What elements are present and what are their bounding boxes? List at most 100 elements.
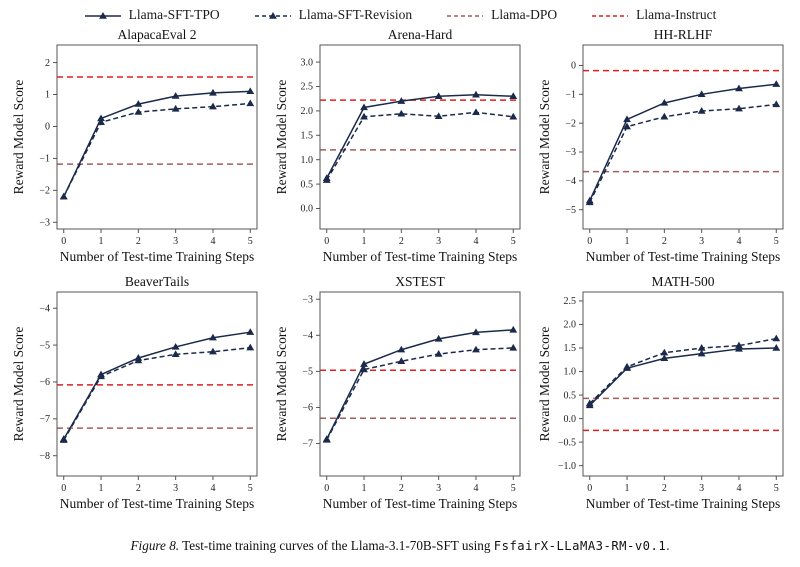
x-tick-label: 2	[136, 483, 141, 494]
series-marker-llama-sft-revision	[134, 108, 143, 115]
subplot-title: AlapacaEval 2	[117, 28, 196, 42]
series-line-llama-sft-revision	[63, 346, 251, 441]
series-marker-llama-sft-tpo	[397, 345, 406, 353]
series-line-llama-sft-tpo	[63, 90, 251, 198]
y-tick-label: 1.5	[564, 343, 577, 354]
y-tick-label: −3	[39, 217, 50, 228]
series-marker-llama-sft-revision	[735, 104, 743, 112]
subplot-title: HH-RLHF	[654, 28, 713, 42]
subplot-title: Arena-Hard	[388, 28, 453, 42]
subplot-arena-hard: 0 1 2 3 4 5 0.0 0.5 1.0 1.5 2.0 2.5 3.0 Arena-Hard Num…	[274, 28, 521, 264]
series-marker-llama-sft-revision	[246, 343, 255, 351]
y-tick-label: −3	[302, 294, 313, 305]
series-marker-llama-sft-revision	[434, 350, 443, 357]
series-marker-llama-sft-revision	[623, 122, 631, 130]
x-tick-label: 2	[136, 236, 141, 247]
x-tick-label: 3	[699, 483, 704, 494]
x-tick-label: 3	[436, 236, 441, 247]
series-marker-llama-sft-revision	[97, 372, 105, 380]
charts-row-top: 0 1 2 3 4 5 −3 −2 −1 0 1 2 AlapacaEval 2 Number of Te…	[11, 28, 789, 275]
x-tick-label: 0	[61, 483, 66, 494]
plot-border	[582, 291, 784, 477]
y-tick-label: −2	[39, 186, 50, 197]
series-marker-llama-sft-tpo	[171, 342, 180, 350]
x-axis-label: Number of Test-time Training Steps	[586, 249, 781, 264]
y-tick-label: −7	[302, 439, 313, 450]
y-tick-label: 1.5	[301, 130, 314, 141]
series-marker-llama-sft-revision	[59, 192, 68, 200]
y-tick-label: 2.0	[564, 320, 577, 331]
x-axis-label: Number of Test-time Training Steps	[323, 249, 518, 264]
series-line-llama-sft-tpo	[326, 94, 514, 179]
x-tick-label: 5	[774, 236, 779, 247]
series-marker-llama-sft-revision	[246, 99, 255, 107]
y-tick-label: −5	[302, 367, 313, 378]
series-marker-llama-sft-revision	[697, 344, 706, 351]
series-marker-llama-sft-tpo	[509, 92, 518, 99]
series-line-llama-sft-tpo	[589, 83, 777, 202]
series-marker-llama-sft-revision	[322, 435, 331, 443]
charts-row-bottom: 0 1 2 3 4 5 −4 −5 −6 −7 −8 BeaverTails Number of Tes…	[11, 275, 789, 522]
y-tick-label: −0.5	[558, 437, 576, 448]
y-tick-label: −7	[39, 414, 50, 425]
x-tick-label: 3	[173, 236, 178, 247]
series-marker-llama-sft-tpo	[246, 328, 255, 335]
x-tick-label: 3	[699, 236, 704, 247]
series-line-llama-sft-revision	[589, 103, 777, 203]
series-marker-llama-sft-tpo	[246, 87, 255, 95]
x-tick-label: 1	[362, 483, 367, 494]
series-marker-llama-sft-revision	[772, 334, 781, 342]
legend-line-sample	[254, 11, 291, 19]
plot-border	[582, 44, 784, 230]
series-marker-llama-sft-revision	[397, 357, 406, 364]
series-marker-llama-sft-revision	[97, 118, 105, 126]
x-tick-label: 4	[210, 483, 215, 494]
subplot-hh-rlhf: 0 1 2 3 4 5 0 −1 −2 −3 −4 −5 HH-RLHF Number of Test-t…	[537, 28, 784, 264]
series-marker-llama-sft-tpo	[472, 90, 480, 98]
series-marker-llama-sft-tpo	[97, 114, 105, 122]
x-tick-label: 4	[210, 236, 215, 247]
y-tick-label: 2.5	[564, 296, 577, 307]
y-tick-label: −1	[39, 154, 50, 165]
series-line-llama-sft-tpo	[63, 331, 251, 440]
series-marker-llama-sft-revision	[735, 341, 743, 349]
subplot-title: BeaverTails	[125, 275, 189, 289]
series-marker-llama-sft-tpo	[434, 334, 443, 342]
y-tick-label: 0	[571, 61, 576, 72]
caption-text: Test-time training curves of the Llama-3…	[179, 538, 494, 553]
y-tick-label: 1.0	[564, 367, 577, 378]
y-tick-label: 0.0	[301, 204, 314, 215]
x-tick-label: 1	[362, 236, 367, 247]
y-tick-label: 1	[45, 90, 50, 101]
series-line-llama-sft-revision	[326, 347, 514, 441]
y-tick-label: −5	[565, 205, 576, 216]
legend-label: Llama-DPO	[491, 7, 558, 22]
legend-item-llama-sft-tpo: Llama-SFT-TPO	[84, 7, 220, 23]
series-marker-llama-sft-tpo	[134, 100, 143, 107]
y-tick-label: 0.5	[301, 179, 314, 190]
y-axis-label: Reward Model Score	[537, 327, 552, 442]
series-line-llama-sft-revision	[326, 111, 514, 181]
x-axis-label: Number of Test-time Training Steps	[586, 496, 781, 511]
series-marker-llama-sft-tpo	[660, 354, 669, 362]
legend-item-llama-instruct: Llama-Instruct	[591, 7, 716, 23]
x-tick-label: 5	[248, 236, 253, 247]
y-tick-label: −3	[565, 147, 576, 158]
y-tick-label: 1.0	[301, 155, 314, 166]
x-tick-label: 5	[248, 483, 253, 494]
series-marker-llama-sft-tpo	[434, 92, 443, 99]
x-tick-label: 0	[587, 236, 592, 247]
charts-grid: 0 1 2 3 4 5 −3 −2 −1 0 1 2 AlapacaEval 2 Number of Te…	[11, 28, 789, 522]
legend-item-llama-sft-revision: Llama-SFT-Revision	[254, 7, 412, 23]
series-marker-llama-sft-revision	[585, 399, 594, 407]
x-tick-label: 2	[662, 236, 667, 247]
y-axis-label: Reward Model Score	[274, 327, 289, 442]
y-tick-label: 2.5	[301, 82, 314, 93]
x-tick-label: 1	[99, 483, 104, 494]
subplot-beavertails: 0 1 2 3 4 5 −4 −5 −6 −7 −8 BeaverTails Number of Tes…	[11, 275, 258, 511]
x-tick-label: 5	[511, 483, 516, 494]
series-marker-llama-sft-tpo	[623, 115, 631, 123]
series-marker-llama-sft-tpo	[397, 97, 406, 104]
series-marker-llama-sft-revision	[472, 108, 480, 116]
x-tick-label: 4	[736, 483, 741, 494]
